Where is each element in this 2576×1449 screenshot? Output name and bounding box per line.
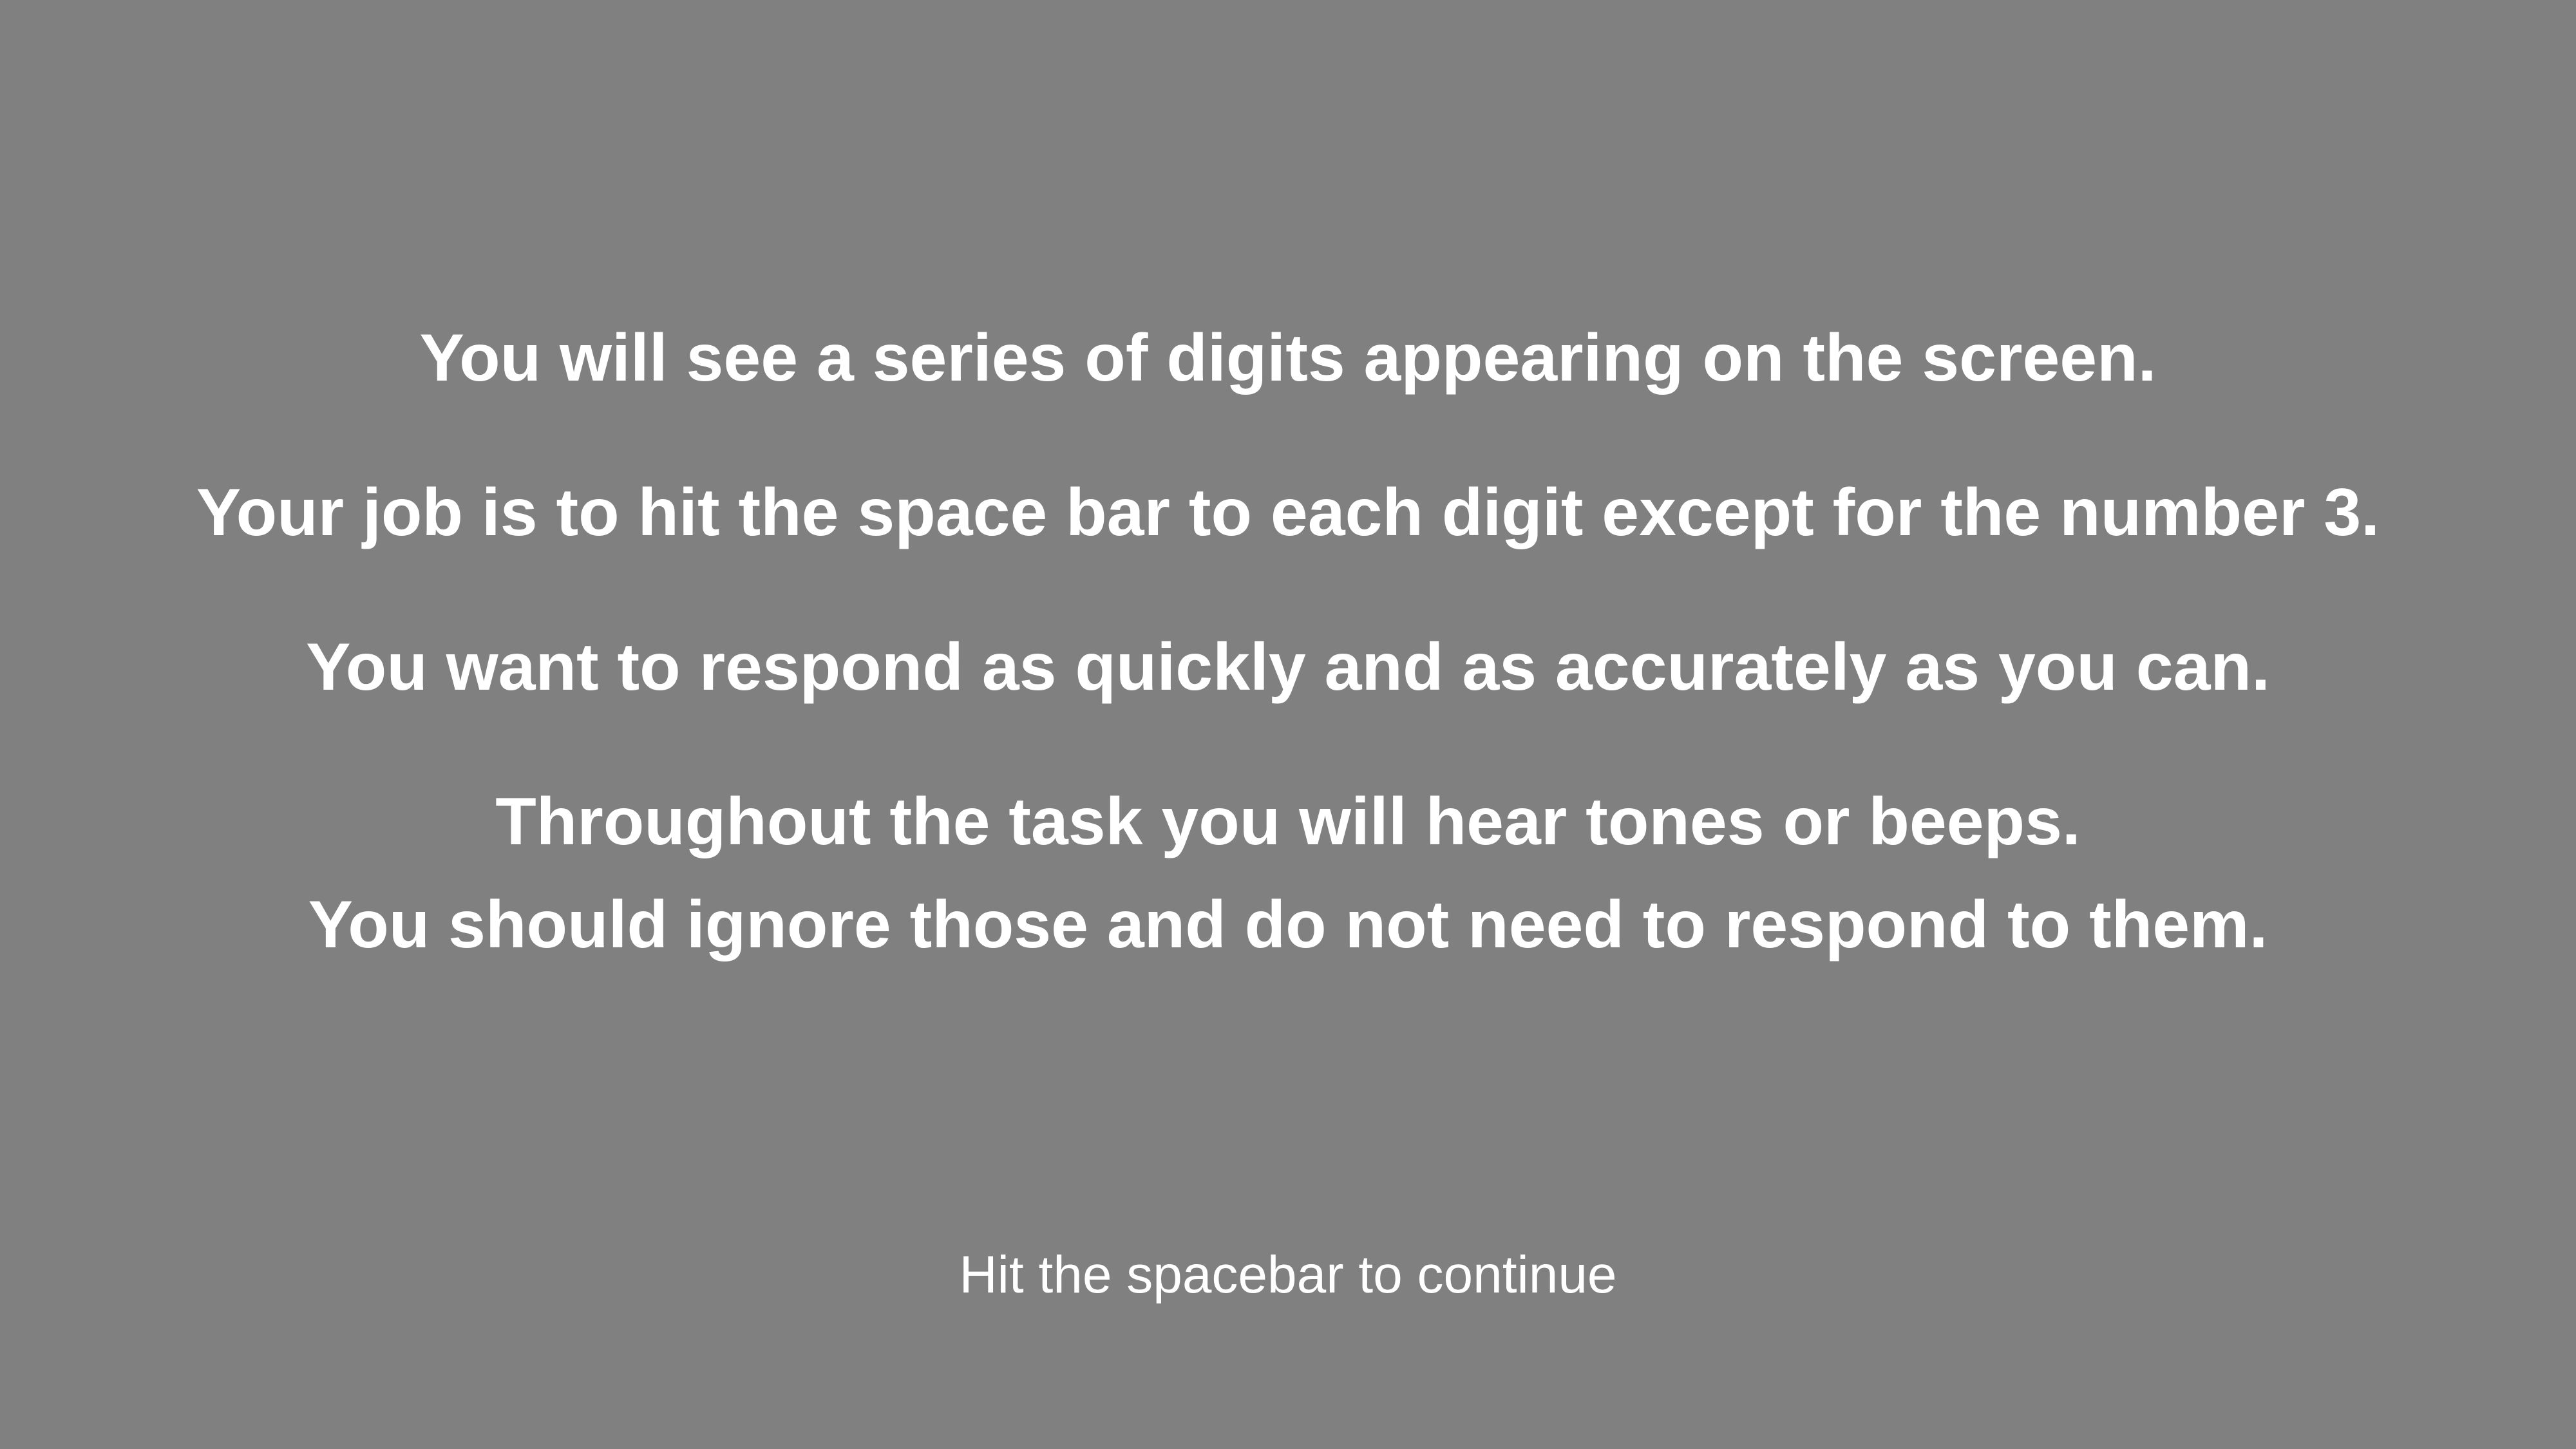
continue-prompt: Hit the spacebar to continue xyxy=(959,1245,1617,1304)
instruction-line-4: Throughout the task you will hear tones … xyxy=(495,784,2081,859)
instruction-line-3: You want to respond as quickly and as ac… xyxy=(306,630,2270,705)
instruction-line-2: Your job is to hit the space bar to each… xyxy=(196,475,2380,550)
instruction-line-1: You will see a series of digits appearin… xyxy=(419,321,2157,395)
instruction-line-5: You should ignore those and do not need … xyxy=(308,887,2268,962)
